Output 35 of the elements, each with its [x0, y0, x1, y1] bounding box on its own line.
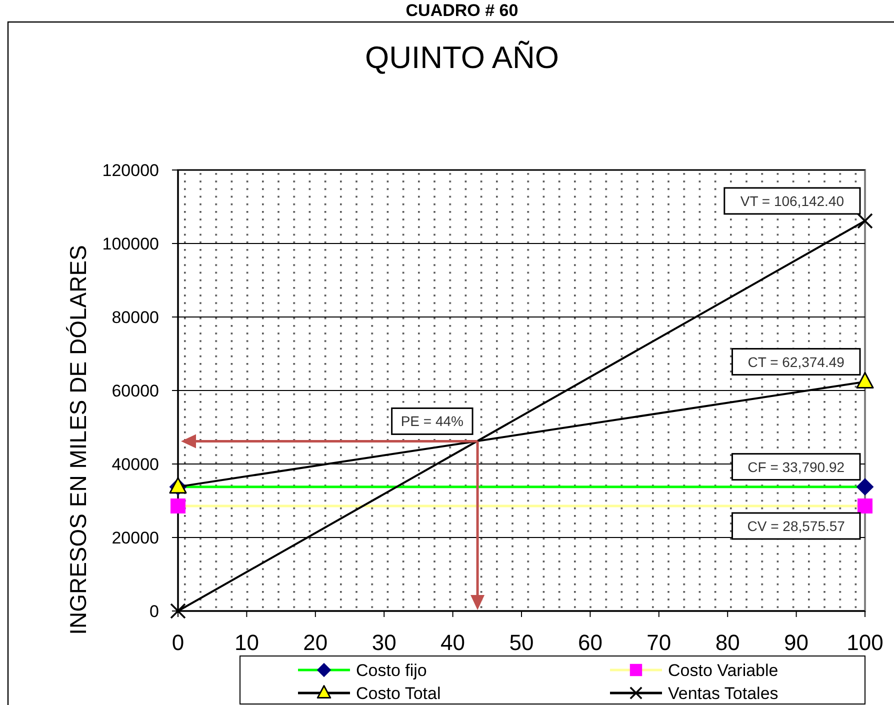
annotation: PE = 44% — [400, 413, 464, 430]
x-tick-label: 40 — [440, 630, 466, 655]
data-label: CV = 28,575.57 — [747, 518, 846, 534]
y-tick-label: 0 — [150, 602, 159, 621]
point — [858, 498, 872, 514]
x-tick-label: 70 — [646, 630, 672, 655]
point — [856, 478, 874, 496]
y-tick-label: 100000 — [102, 234, 159, 254]
data-label: CT = 62,374.49 — [748, 354, 845, 370]
y-tick-label: 20000 — [112, 528, 159, 548]
x-tick-label: 100 — [846, 630, 884, 655]
x-tick-label: 20 — [303, 630, 328, 655]
y-tick-label: 120000 — [102, 161, 159, 180]
y-axis-title: INGRESOS EN MILES DE DÓLARES — [65, 245, 91, 635]
data-label: VT = 106,142.40 — [740, 192, 844, 209]
chart-title: QUINTO AÑO — [364, 40, 560, 75]
x-tick-label: 0 — [172, 630, 184, 655]
x-tick-label: 10 — [234, 630, 259, 655]
x-tick-label: 80 — [715, 630, 740, 655]
legend-label: Costo fijo — [356, 661, 427, 680]
legend-label: Costo Total — [356, 684, 441, 703]
data-label: CF = 33,790.92 — [748, 458, 845, 475]
text: CUADRO # 60 — [406, 1, 518, 20]
x-tick-label: 50 — [509, 630, 534, 655]
y-tick-label: 40000 — [112, 455, 159, 474]
x-tick-label: 60 — [578, 630, 602, 655]
legend-label: Costo Variable — [668, 661, 778, 680]
x-tick-label: 90 — [784, 630, 809, 655]
point — [170, 603, 186, 619]
legend-label: Ventas Totales — [668, 684, 778, 703]
y-tick-label: 80000 — [112, 308, 159, 327]
point — [857, 213, 873, 229]
x-tick-label: 30 — [372, 630, 396, 655]
y-tick-label: 60000 — [112, 382, 159, 400]
point — [170, 498, 186, 514]
